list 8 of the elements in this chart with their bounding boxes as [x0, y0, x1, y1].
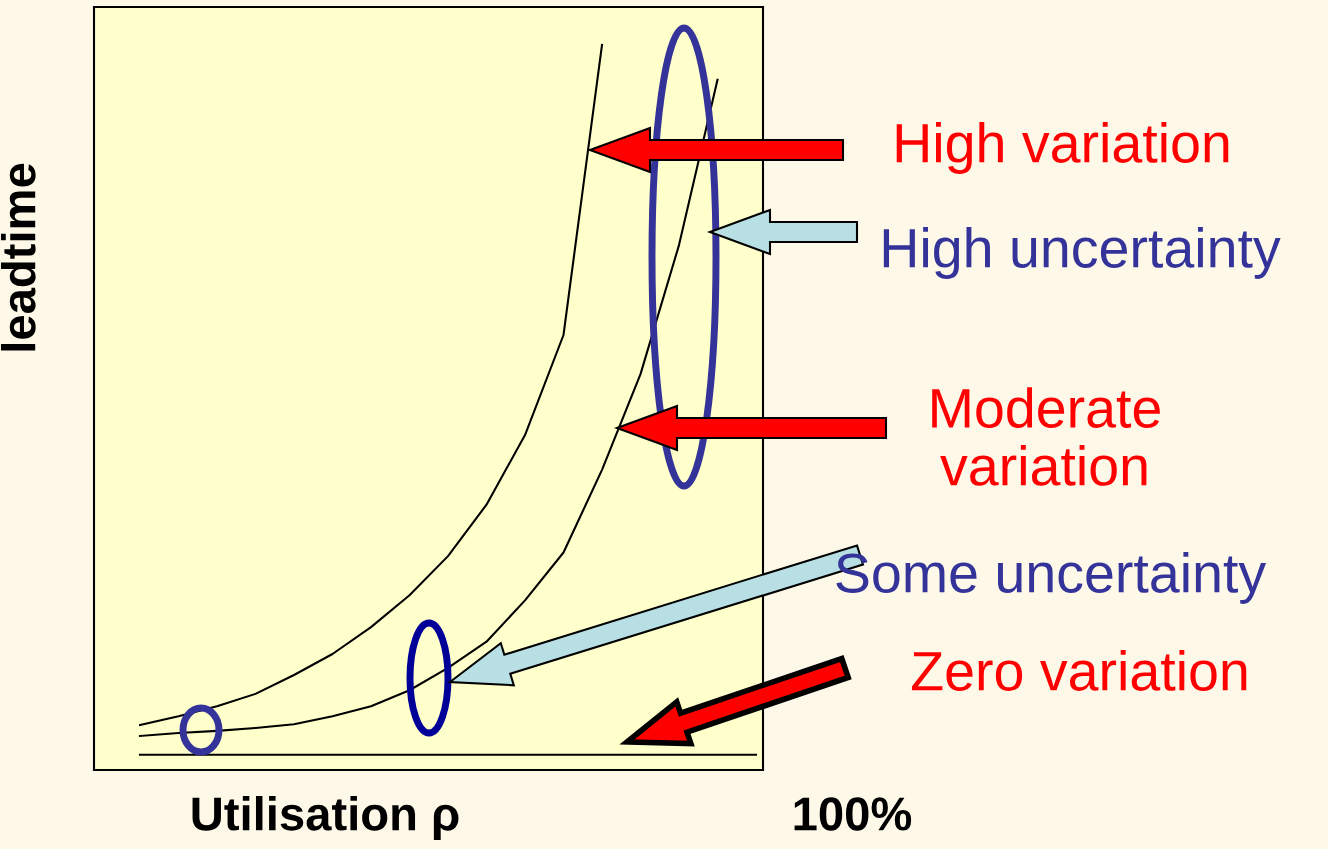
text: Zero variation — [911, 650, 1247, 691]
text: High variation — [896, 122, 1229, 174]
text: High uncertainty — [883, 227, 1281, 279]
text: Some uncertainty — [836, 552, 1267, 604]
y-axis-title: leadtime — [0, 163, 36, 351]
text: 100% — [794, 797, 912, 831]
text: Moderate variation — [932, 387, 1160, 486]
x-axis-title: Utilisation ρ — [192, 795, 459, 841]
